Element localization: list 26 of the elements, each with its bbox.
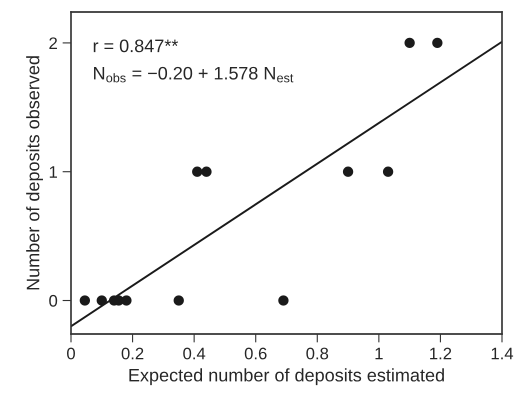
y-axis-title: Number of deposits observed — [26, 56, 43, 290]
x-tick-label: 0.4 — [183, 348, 206, 360]
y-tick-label: 2 — [49, 37, 57, 49]
annotation: r = 0.847** — [94, 39, 178, 52]
point — [201, 166, 212, 177]
point — [278, 295, 289, 306]
point — [121, 295, 132, 306]
point — [342, 166, 354, 177]
x-tick-label: 0.2 — [122, 348, 144, 360]
x-tick-label: 1.4 — [492, 348, 514, 360]
y-tick-label: 0 — [49, 294, 58, 307]
y-tick-label: 1 — [50, 166, 57, 178]
point — [96, 295, 107, 306]
point — [192, 166, 202, 177]
x-tick-label: 0 — [67, 348, 75, 360]
x-tick-label: 0.6 — [244, 348, 267, 360]
x-tick-label: 0.8 — [306, 348, 328, 360]
x-tick-label: 1.2 — [430, 348, 452, 360]
point — [80, 295, 90, 306]
point — [404, 38, 415, 48]
x-axis-title: Expected number of deposits estimated — [129, 368, 444, 386]
point — [432, 38, 442, 48]
point — [382, 166, 394, 177]
x-tick-label: 1 — [375, 348, 383, 360]
point — [174, 295, 184, 306]
annotation: N$_{obs}$ = −0.20 + 1.578 N$_{est}$ — [94, 66, 294, 82]
